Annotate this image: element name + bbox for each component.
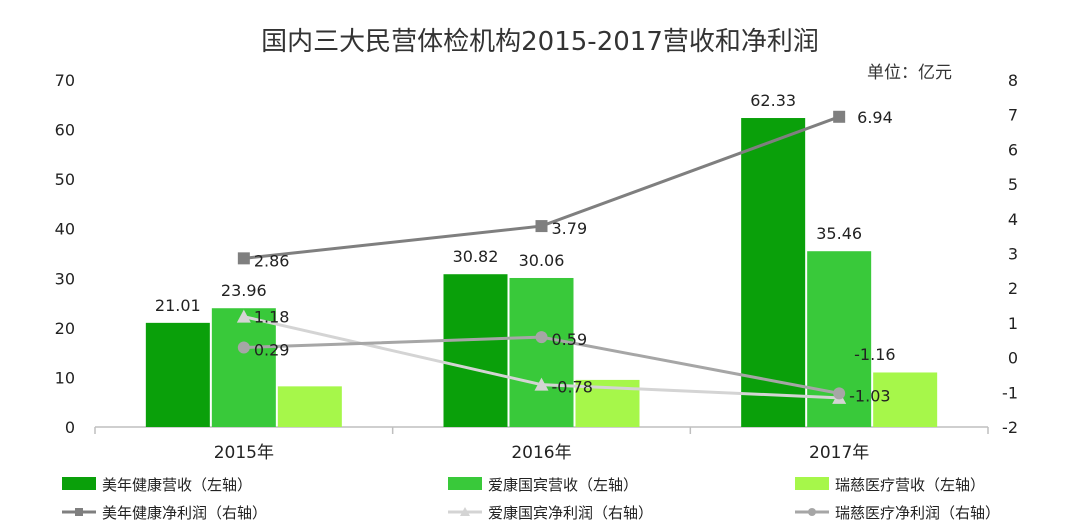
right-axis-tick-label: 5: [1008, 175, 1018, 194]
legend-swatch-bar: [795, 477, 829, 490]
legend: 美年健康营收（左轴） 爱康国宾营收（左轴） 瑞慈医疗营收（左轴） 美年健康净利润（右轴…: [62, 476, 1000, 522]
line-marker-triangle: [534, 377, 549, 391]
line-marker-square: [833, 110, 846, 123]
category-label: 2017年: [809, 443, 869, 463]
left-axis-tick-label: 0: [65, 418, 75, 437]
unit-label: 单位：亿元: [867, 63, 952, 83]
left-axis-tick-label: 10: [55, 368, 75, 387]
bar-data-label: 30.06: [519, 251, 565, 270]
right-axis-tick-label: -2: [1002, 418, 1018, 437]
bar-data-label: 62.33: [750, 91, 796, 110]
legend-label: 瑞慈医疗净利润（右轴）: [835, 504, 1000, 522]
line-data-label: 0.59: [552, 330, 588, 349]
category-label: 2015年: [214, 443, 274, 463]
line-data-label: -0.78: [552, 378, 593, 397]
line-marker-triangle: [236, 309, 251, 323]
legend-label: 美年健康营收（左轴）: [102, 476, 252, 494]
line-data-label: 0.29: [254, 341, 290, 360]
bar: [509, 277, 574, 427]
line-marker-square: [237, 252, 250, 265]
line-marker-triangle: [460, 507, 470, 516]
x-axis: 2015年 2016年 2017年: [94, 426, 989, 463]
line-data-label: 1.18: [254, 308, 290, 327]
bar: [145, 322, 210, 427]
right-axis-tick-label: 0: [1008, 349, 1018, 368]
bar-data-label: 30.82: [453, 247, 499, 266]
bar: [873, 372, 938, 427]
lines-layer: 1.18 -0.78 -1.16 0.29 0.59 -1.03 2.86 3.79 6.94: [236, 108, 896, 405]
line-marker-circle: [833, 387, 846, 400]
left-axis-tick-label: 60: [55, 121, 75, 140]
right-axis-tick-label: 3: [1008, 245, 1018, 264]
bar: [211, 308, 276, 427]
right-axis-tick-label: -1: [1002, 383, 1018, 402]
bar: [277, 386, 342, 427]
line-marker-circle: [808, 508, 816, 516]
right-axis-tick-label: 8: [1008, 71, 1018, 90]
left-axis-tick-label: 70: [55, 71, 75, 90]
right-axis-tick-label: 4: [1008, 210, 1018, 229]
legend-label: 美年健康净利润（右轴）: [102, 504, 267, 522]
legend-swatch-bar: [448, 477, 482, 490]
bar-data-label: 23.96: [221, 281, 267, 300]
bar-data-label: 21.01: [155, 296, 201, 315]
left-axis-tick-label: 40: [55, 220, 75, 239]
line-marker-square: [75, 508, 83, 516]
bar: [443, 274, 508, 427]
right-axis-tick-label: 1: [1008, 314, 1018, 333]
line-data-label: -1.03: [849, 386, 890, 405]
bar-data-label: 35.46: [816, 224, 862, 243]
left-axis-tick-label: 30: [55, 269, 75, 288]
legend-label: 瑞慈医疗营收（左轴）: [835, 476, 985, 494]
line-marker-square: [535, 220, 548, 233]
legend-label: 爱康国宾净利润（右轴）: [488, 504, 653, 522]
right-axis-tick-label: 6: [1008, 140, 1018, 159]
line-data-label: -1.16: [854, 345, 895, 364]
bars-layer: 21.01 30.82 62.33 23.96 30.06 35.46: [145, 91, 938, 427]
line-data-label: 3.79: [552, 219, 588, 238]
chart-title: 国内三大民营体检机构2015-2017营收和净利润: [261, 27, 819, 57]
legend-label: 爱康国宾营收（左轴）: [488, 476, 638, 494]
left-axis-tick-label: 50: [55, 170, 75, 189]
right-axis: -2 -1 0 1 2 3 4 5 6 7 8: [1002, 71, 1018, 437]
line-data-label: 6.94: [857, 108, 893, 127]
left-axis-tick-label: 20: [55, 319, 75, 338]
right-axis-tick-label: 2: [1008, 279, 1018, 298]
category-label: 2016年: [511, 443, 571, 463]
legend-swatch-bar: [62, 477, 96, 490]
left-axis: 0 10 20 30 40 50 60 70: [55, 71, 75, 437]
line-marker-circle: [535, 331, 548, 344]
line-marker-circle: [237, 341, 250, 354]
right-axis-tick-label: 7: [1008, 106, 1018, 125]
line-data-label: 2.86: [254, 251, 290, 270]
